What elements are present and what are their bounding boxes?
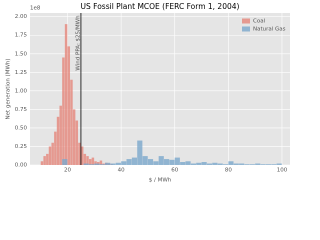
histogram-bar <box>51 142 54 165</box>
histogram-bar <box>164 159 170 165</box>
y-tick-label: 0.00 <box>15 163 28 169</box>
histogram-bar <box>40 161 44 165</box>
histogram-bar <box>62 159 68 165</box>
histogram-bar <box>137 140 143 165</box>
legend-label: Coal <box>253 19 266 25</box>
histogram-bar <box>88 159 92 165</box>
histogram-bar <box>99 160 103 165</box>
chart-title: US Fossil Plant MCOE (FERC Form 1, 2004) <box>81 2 240 11</box>
x-axis-label: $ / MWh <box>149 178 172 184</box>
y-tick-label: 1.50 <box>15 51 28 57</box>
chart: US Fossil Plant MCOE (FERC Form 1, 2004)… <box>6 2 290 184</box>
histogram-bar <box>94 163 100 165</box>
histogram-bar <box>260 164 266 165</box>
histogram-bar <box>83 153 87 165</box>
histogram-bar <box>228 161 234 165</box>
histogram-bar <box>174 157 180 165</box>
histogram-bar <box>91 157 95 165</box>
histogram-bar <box>153 161 159 165</box>
histogram-bar <box>158 156 164 165</box>
histogram-bar <box>46 153 49 165</box>
histogram-bar <box>54 131 57 165</box>
legend-swatch <box>242 18 250 24</box>
histogram-bar <box>105 162 111 165</box>
histogram-bar <box>147 159 154 165</box>
histogram-bar <box>222 164 229 165</box>
histogram-bar <box>56 116 60 165</box>
histogram-bar <box>185 161 191 165</box>
histogram-bar <box>142 156 148 165</box>
histogram-bar <box>190 163 196 165</box>
y-offset-label: 1e8 <box>30 6 41 12</box>
histogram-bar <box>249 164 255 165</box>
y-tick-label: 1.75 <box>15 33 28 39</box>
histogram-bar <box>88 164 95 165</box>
histogram-bar <box>62 57 65 165</box>
histogram-bar <box>115 162 121 165</box>
histogram-bar <box>64 24 68 166</box>
histogram-bar <box>83 163 89 165</box>
x-tick-label: 40 <box>118 168 125 174</box>
annotation: Wind PPA: $25/MWh <box>75 15 81 71</box>
histogram-bar <box>70 79 73 165</box>
y-tick-label: 0.50 <box>15 125 28 131</box>
histogram-bar <box>239 163 245 165</box>
x-tick-label: 80 <box>225 168 232 174</box>
histogram-bar <box>233 163 239 165</box>
histogram-bar <box>110 163 116 165</box>
histogram-bar <box>43 156 46 165</box>
y-tick-label: 1.25 <box>15 70 28 76</box>
histogram-bar <box>255 163 261 165</box>
legend: Coal Natural Gas <box>242 18 286 33</box>
histogram-bar <box>75 120 79 165</box>
histogram-bar <box>94 161 97 165</box>
x-tick-label: 20 <box>64 168 71 174</box>
histogram-bar <box>78 142 81 165</box>
histogram-bar <box>265 164 272 165</box>
histogram-bar <box>99 164 105 165</box>
y-tick-label: 0.75 <box>15 107 28 113</box>
x-tick-label: 100 <box>277 168 288 174</box>
y-tick-label: 0.25 <box>15 144 28 150</box>
histogram-bar <box>217 163 223 165</box>
histogram-bar <box>67 46 71 165</box>
histogram-bar <box>121 161 127 165</box>
legend-swatch <box>242 26 250 32</box>
page: {"chart_data": {"type": "histogram", "ti… <box>5 2 290 184</box>
histogram-bar <box>196 162 202 165</box>
y-axis-label: Net generation (MWh) <box>6 58 12 119</box>
histogram-bar <box>276 163 282 165</box>
y-tick-label: 2.00 <box>15 14 28 20</box>
histogram-bar <box>169 159 175 165</box>
histogram-bar <box>212 162 218 165</box>
histogram-bar <box>271 164 277 165</box>
histogram-bar <box>180 162 186 165</box>
histogram-bar <box>201 162 207 165</box>
histogram-bar <box>72 109 76 165</box>
histogram-bar <box>206 163 213 165</box>
legend-label: Natural Gas <box>253 27 286 33</box>
histogram-bar <box>48 146 52 165</box>
histogram-bar <box>126 159 132 165</box>
histogram-bar <box>59 105 62 165</box>
y-tick-label: 1.00 <box>15 88 28 94</box>
x-tick-label: 60 <box>171 168 178 174</box>
histogram-bar <box>244 164 250 165</box>
histogram-bar <box>86 156 89 165</box>
histogram-bar <box>80 146 84 165</box>
histogram-bar <box>131 157 138 165</box>
